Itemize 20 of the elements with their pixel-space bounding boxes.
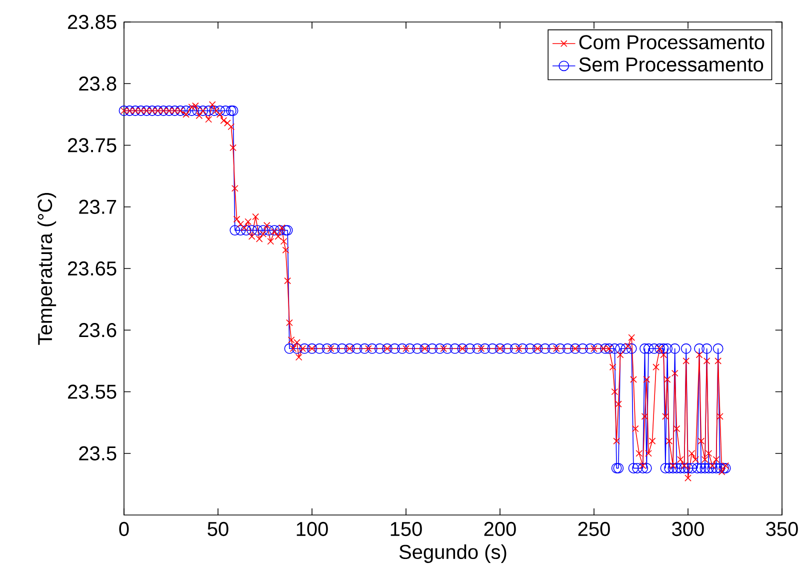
y-tick-label: 23.5 xyxy=(79,446,116,460)
x-axis-title: Segundo (s) xyxy=(399,544,506,563)
x-tick-label: 50 xyxy=(208,522,228,536)
legend-label: Sem Processamento xyxy=(579,57,764,72)
x-tick-label: 250 xyxy=(578,522,610,536)
y-tick-label: 23.6 xyxy=(79,323,116,338)
x-tick-label: 200 xyxy=(484,522,516,536)
y-tick-label: 23.55 xyxy=(68,384,116,399)
x-tick-label: 100 xyxy=(296,522,328,536)
y-tick-label: 23.65 xyxy=(68,261,116,276)
y-tick-label: 23.7 xyxy=(79,200,116,214)
y-tick-label: 23.85 xyxy=(68,14,116,30)
x-tick-label: 350 xyxy=(766,522,798,536)
x-tick-label: 300 xyxy=(672,522,704,536)
x-tick-label: 150 xyxy=(390,522,422,536)
y-axis-title: Temperatura (°C) xyxy=(37,192,56,345)
legend-label: Com Processamento xyxy=(579,35,764,50)
y-tick-label: 23.8 xyxy=(79,76,116,91)
x-tick-label: 0 xyxy=(119,522,129,536)
y-tick-label: 23.75 xyxy=(68,138,116,152)
